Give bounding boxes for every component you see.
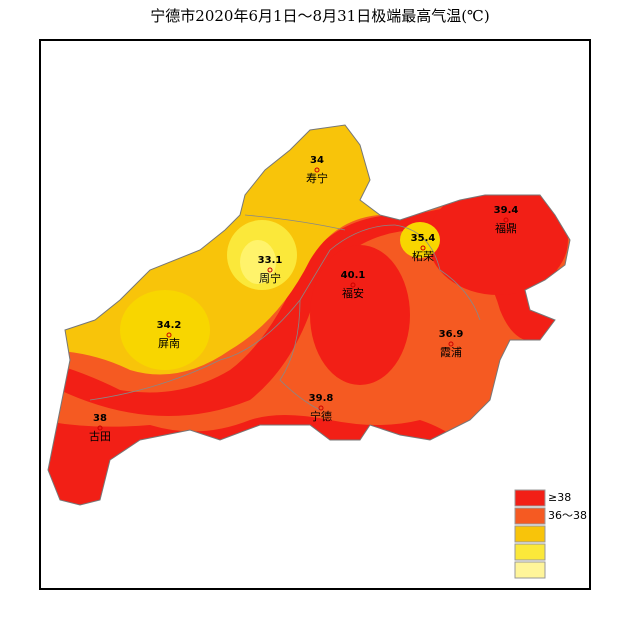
station-dot	[350, 282, 356, 288]
station-value: 35.4	[411, 233, 436, 244]
station-name: 霞浦	[440, 346, 462, 359]
station-value: 34.2	[157, 320, 182, 331]
station-value: 34	[310, 155, 324, 166]
station-name: 柘荣	[412, 249, 434, 263]
station-value: 33.1	[258, 255, 283, 266]
station-name: 福安	[342, 286, 364, 300]
station-name: 屏南	[158, 337, 180, 350]
legend: ≥38 36～38	[514, 489, 587, 579]
station-name: 寿宁	[306, 171, 328, 185]
legend-swatch	[514, 507, 546, 525]
station-dot	[166, 332, 172, 338]
title: 宁德市2020年6月1日～8月31日极端最高气温(℃)	[150, 7, 489, 25]
station-value: 36.9	[439, 329, 464, 340]
legend-swatch	[514, 543, 546, 561]
station-name: 周宁	[259, 271, 281, 285]
legend-swatch	[514, 561, 546, 579]
station-name: 宁德	[310, 409, 332, 423]
legend-label: 36～38	[548, 509, 587, 522]
stations: 34 寿宁 33.1 周宁 34.2 屏南 40.1 福安 35.4 柘荣 39.4 福鼎 36.9 霞浦…	[89, 155, 518, 443]
station-dot	[97, 425, 103, 431]
station-dot	[267, 267, 273, 273]
temperature-zones	[48, 125, 570, 505]
station-dot	[314, 167, 320, 173]
station-dot	[420, 245, 426, 251]
station-dot	[503, 217, 509, 223]
legend-swatch	[514, 489, 546, 507]
legend-label: ≥38	[548, 491, 571, 504]
station-name: 福鼎	[495, 221, 517, 235]
station-name: 古田	[89, 430, 111, 443]
county-borders	[89, 214, 481, 411]
station-value: 39.8	[309, 393, 334, 404]
station-value: 40.1	[341, 270, 366, 281]
station-dot	[448, 341, 454, 347]
map-frame	[39, 39, 591, 590]
legend-swatch	[514, 525, 546, 543]
station-value: 39.4	[494, 205, 519, 216]
station-value: 38	[93, 413, 107, 424]
station-dot	[318, 405, 324, 411]
